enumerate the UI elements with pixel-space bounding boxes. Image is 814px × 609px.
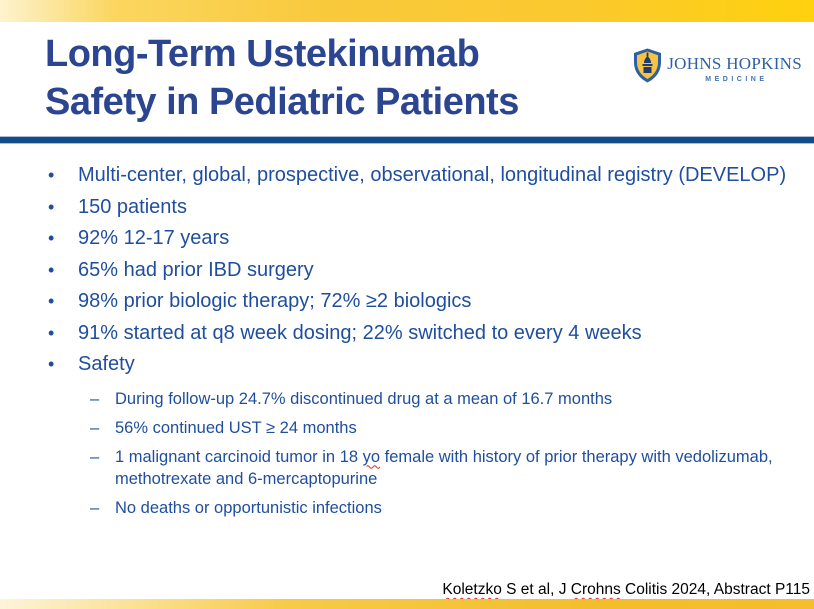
sub-bullet-segment: female with history of prior therapy wit… <box>115 447 773 488</box>
top-accent-bar <box>0 0 814 22</box>
title-line-1: Long-Term Ustekinumab <box>45 33 480 75</box>
list-item: • 92% 12-17 years <box>48 223 798 255</box>
citation-author: Koletzko <box>442 581 502 598</box>
list-item: • 98% prior biologic therapy; 72% ≥2 bio… <box>48 286 798 318</box>
logo-name: JOHNS HOPKINS <box>667 53 802 73</box>
bullet-text: 91% started at q8 week dosing; 22% switc… <box>78 321 642 344</box>
list-item: • 150 patients <box>48 192 798 224</box>
bullet-marker: • <box>48 322 55 343</box>
bullet-marker: • <box>48 165 55 185</box>
logo-text: JOHNS HOPKINS MEDICINE <box>667 54 802 83</box>
slide-body: • Multi-center, global, prospective, obs… <box>48 160 798 526</box>
sub-bullet-text: No deaths or opportunistic infections <box>115 498 382 517</box>
bullet-marker: • <box>48 354 55 374</box>
citation: Koletzko S et al, J Crohns Colitis 2024,… <box>442 581 810 599</box>
list-item: – 56% continued UST ≥ 24 months <box>90 417 798 439</box>
bullet-text: 92% 12-17 years <box>78 227 230 249</box>
title-divider-rule <box>0 136 814 144</box>
list-item: • Safety <box>48 349 798 381</box>
bullet-marker: • <box>48 228 55 248</box>
sub-bullet-text: 56% continued UST ≥ 24 months <box>115 418 357 437</box>
bullet-text: 65% had prior IBD surgery <box>78 258 314 281</box>
sub-bullet-text: During follow-up 24.7% discontinued drug… <box>115 389 613 408</box>
citation-journal-word: Crohns <box>570 581 621 598</box>
johns-hopkins-logo: JOHNS HOPKINS MEDICINE <box>633 48 802 88</box>
dash-marker: – <box>90 418 100 437</box>
dash-marker: – <box>90 498 100 517</box>
list-item: – No deaths or opportunistic infections <box>90 497 798 519</box>
title-line-2: Safety in Pediatric Patients <box>45 81 519 123</box>
list-item: • 65% had prior IBD surgery <box>48 255 798 287</box>
list-item: • Multi-center, global, prospective, obs… <box>48 160 798 192</box>
sub-bullet-segment: 1 malignant carcinoid tumor in 18 <box>115 447 363 466</box>
sub-bullet-list: – During follow-up 24.7% discontinued dr… <box>90 388 798 519</box>
bullet-text: Multi-center, global, prospective, obser… <box>78 164 787 186</box>
bullet-text: Safety <box>78 353 135 375</box>
sub-bullet-text: 1 malignant carcinoid tumor in 18 yo fem… <box>115 446 798 490</box>
citation-segment: S et al, J <box>501 581 571 598</box>
logo-subtitle: MEDICINE <box>705 75 768 83</box>
bullet-list: • Multi-center, global, prospective, obs… <box>48 160 798 381</box>
bottom-accent-bar <box>0 599 814 609</box>
bullet-text: 150 patients <box>78 195 187 218</box>
bullet-marker: • <box>48 196 55 217</box>
page-title: Long-Term Ustekinumab Safety in Pediatri… <box>45 30 519 126</box>
list-item: – During follow-up 24.7% discontinued dr… <box>90 388 798 410</box>
bullet-marker: • <box>48 259 55 280</box>
list-item: • 91% started at q8 week dosing; 22% swi… <box>48 318 798 350</box>
bullet-text: 98% prior biologic therapy; 72% ≥2 biolo… <box>78 290 472 312</box>
dash-marker: – <box>90 389 100 408</box>
misspelled-word: yo <box>362 447 381 466</box>
list-item: – 1 malignant carcinoid tumor in 18 yo f… <box>90 446 798 490</box>
shield-icon <box>633 48 662 88</box>
dash-marker: – <box>90 447 100 466</box>
bullet-marker: • <box>48 291 55 311</box>
citation-segment: Colitis 2024, Abstract P115 <box>620 581 810 598</box>
